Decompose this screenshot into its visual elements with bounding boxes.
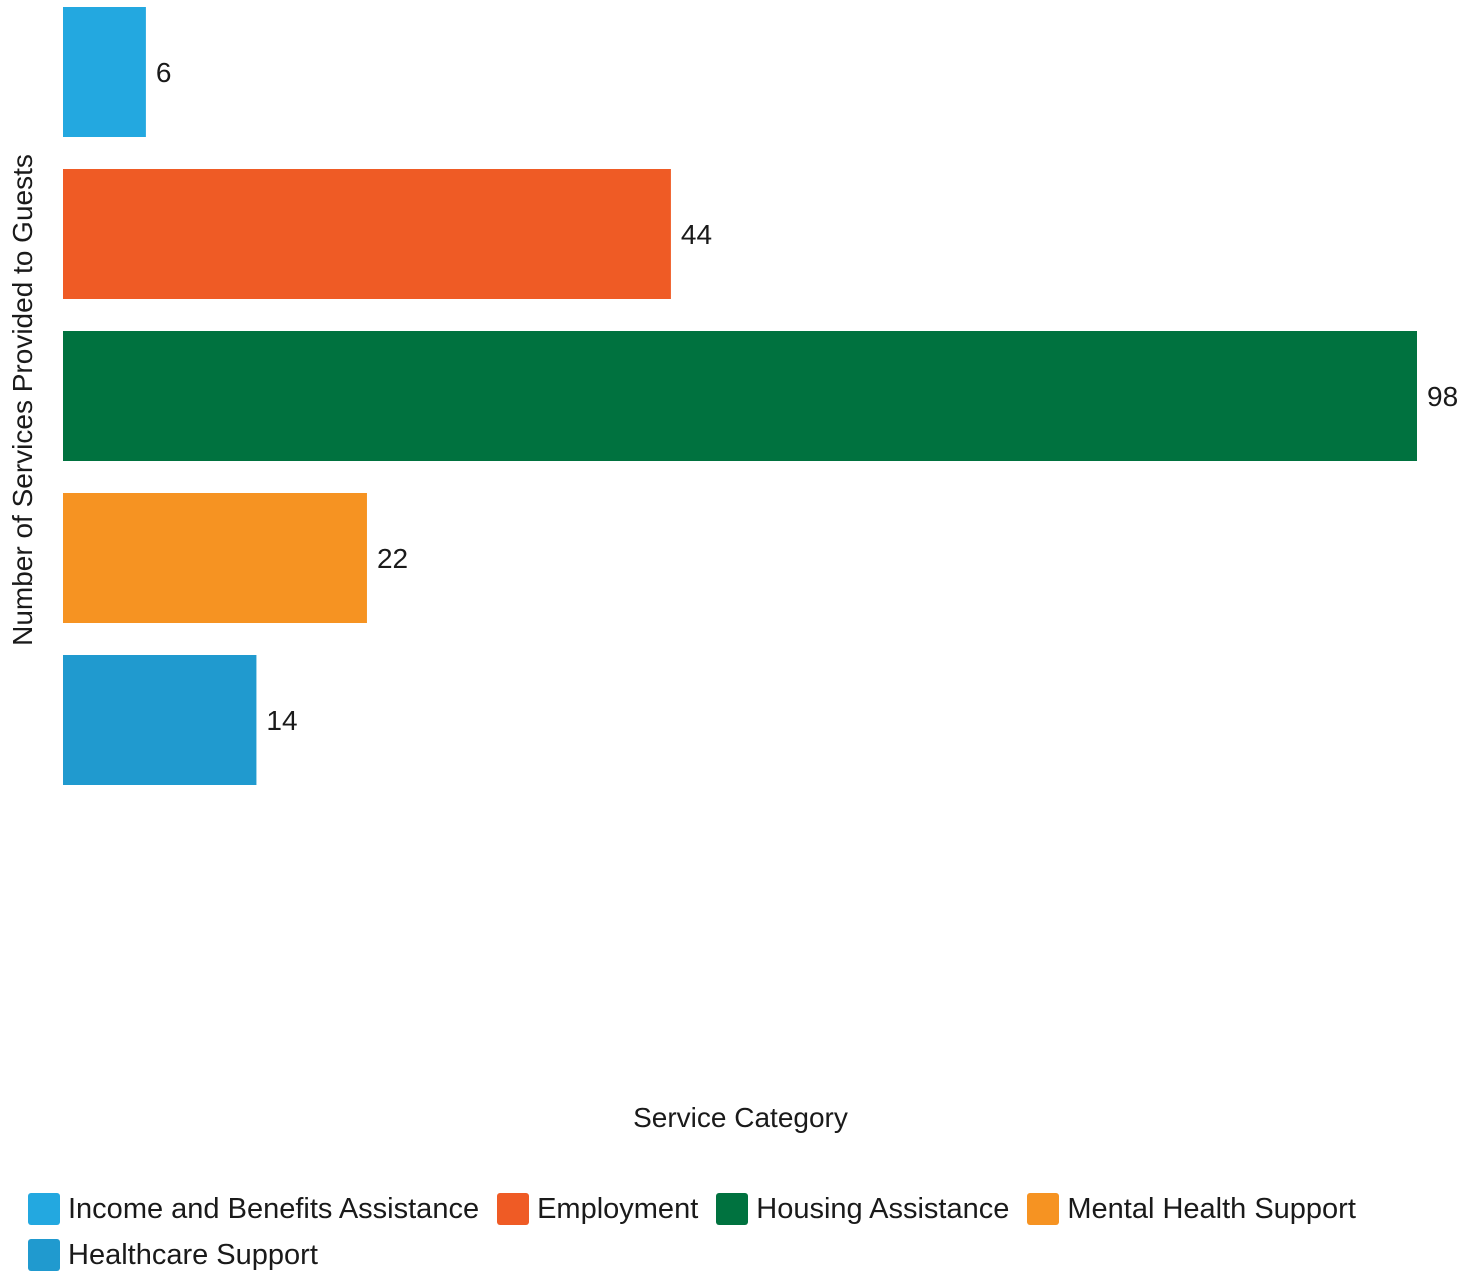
legend-swatch xyxy=(716,1193,749,1225)
bar-healthcare-support[interactable] xyxy=(63,655,257,785)
bar-value-label: 22 xyxy=(377,543,408,574)
bar-employment[interactable] xyxy=(63,169,671,299)
y-axis-title: Number of Services Provided to Guests xyxy=(7,154,38,646)
legend-label: Employment xyxy=(537,1192,699,1225)
bar-income-and-benefits-assistance[interactable] xyxy=(63,7,146,137)
legend-swatch xyxy=(28,1193,60,1225)
legend-item[interactable]: Housing Assistance xyxy=(716,1190,1009,1228)
legend-label: Healthcare Support xyxy=(68,1238,318,1271)
x-axis-title: Service Category xyxy=(633,1102,848,1133)
legend-swatch xyxy=(497,1193,530,1225)
legend-item[interactable]: Healthcare Support xyxy=(28,1236,318,1274)
legend-label: Income and Benefits Assistance xyxy=(68,1192,480,1225)
legend-swatch xyxy=(28,1239,60,1271)
y-axis-title-container: Number of Services Provided to Guests xyxy=(7,0,38,800)
bar-value-label: 98 xyxy=(1427,381,1458,412)
bar-value-label: 6 xyxy=(156,57,172,88)
legend-item[interactable]: Employment xyxy=(497,1190,698,1228)
bar-mental-health-support[interactable] xyxy=(63,493,367,623)
bar-value-label: 44 xyxy=(681,219,712,250)
legend-swatch xyxy=(1027,1193,1060,1225)
chart-legend: Income and Benefits Assistance Employmen… xyxy=(28,1190,1468,1274)
legend-label: Mental Health Support xyxy=(1067,1192,1356,1225)
bar-housing-assistance[interactable] xyxy=(63,331,1417,461)
legend-item[interactable]: Mental Health Support xyxy=(1027,1190,1356,1228)
legend-item[interactable]: Income and Benefits Assistance xyxy=(28,1190,479,1228)
legend-label: Housing Assistance xyxy=(756,1192,1010,1225)
bar-value-label: 14 xyxy=(266,705,297,736)
